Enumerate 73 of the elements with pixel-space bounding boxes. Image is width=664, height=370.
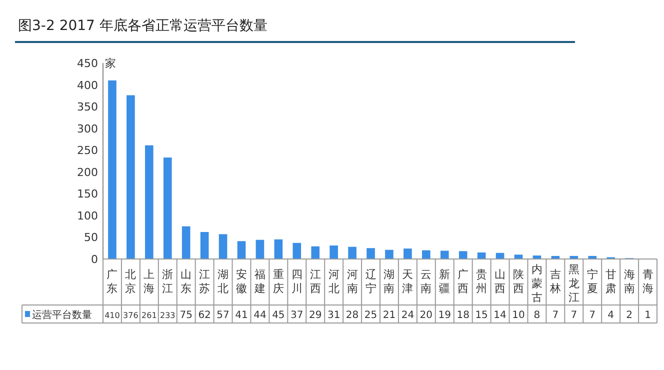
x-tick-label: 辽宁 [365, 268, 376, 295]
data-label: 41 [235, 310, 248, 321]
x-tick-label: 广东 [106, 268, 118, 295]
x-tick-label: 陕西 [513, 268, 524, 295]
data-label: 20 [420, 310, 433, 321]
y-tick-label: 150 [77, 188, 98, 201]
x-tick-label: 云南 [420, 268, 432, 295]
data-label: 4 [608, 310, 614, 321]
x-tick-label: 北京 [125, 268, 136, 295]
data-label: 10 [512, 310, 525, 321]
y-tick-label: 350 [77, 100, 98, 114]
data-label: 376 [123, 311, 138, 320]
data-label: 45 [272, 310, 285, 321]
data-label: 37 [290, 310, 304, 321]
data-label: 25 [364, 310, 378, 321]
chart-title: 图3-2 2017 年底各省正常运营平台数量 [18, 18, 268, 34]
legend-label: 运营平台数量 [32, 309, 92, 321]
y-axis-title: 家 [105, 57, 116, 70]
data-label: 18 [456, 310, 470, 321]
data-label: 44 [254, 310, 266, 321]
x-tick-label: 湖南 [384, 268, 395, 295]
x-tick-label: 海南 [624, 268, 635, 295]
data-label: 31 [327, 310, 340, 321]
x-tick-label: 山西 [494, 268, 506, 295]
y-tick-label: 300 [77, 122, 98, 136]
x-tick-label: 湖北 [218, 268, 229, 295]
data-label: 57 [216, 310, 230, 321]
x-tick-label: 江苏 [199, 268, 210, 295]
x-tick-label: 河北 [328, 268, 340, 295]
x-tick-label: 福建 [253, 268, 266, 295]
x-tick-label: 黑龙江 [568, 263, 580, 304]
x-tick-label: 青海 [642, 268, 654, 295]
y-tick-label: 50 [84, 231, 98, 244]
x-tick-label: 山东 [180, 268, 192, 295]
data-label: 29 [309, 310, 322, 321]
data-label: 261 [142, 311, 157, 320]
x-tick-label: 浙江 [162, 268, 174, 295]
x-tick-label: 上海 [144, 268, 155, 295]
x-tick-label: 天津 [402, 268, 414, 295]
data-label: 410 [104, 311, 120, 320]
y-tick-label: 100 [77, 209, 98, 222]
data-label: 24 [401, 310, 414, 321]
x-tick-label: 新疆 [439, 268, 450, 295]
data-label: 28 [346, 310, 359, 321]
data-label: 233 [160, 311, 176, 320]
data-label: 7 [589, 310, 596, 321]
data-label: 8 [534, 310, 540, 321]
data-label: 21 [382, 310, 396, 321]
x-tick-label: 甘肃 [605, 268, 616, 295]
x-tick-label: 四川 [291, 268, 302, 295]
x-tick-label: 江西 [310, 268, 321, 295]
data-label: 7 [552, 310, 559, 321]
x-tick-label: 内蒙古 [531, 263, 542, 304]
x-tick-label: 重庆 [272, 268, 284, 295]
y-tick-label: 200 [77, 166, 98, 179]
x-tick-label: 贵州 [476, 268, 488, 295]
x-tick-label: 安徽 [236, 268, 247, 295]
x-tick-label: 河南 [346, 268, 358, 295]
data-label: 75 [180, 310, 192, 321]
y-tick-label: 0 [91, 253, 98, 266]
data-label: 62 [198, 310, 211, 321]
x-tick-label: 宁夏 [586, 268, 598, 295]
data-label: 15 [475, 310, 488, 321]
data-label: 7 [570, 310, 578, 321]
data-label: 14 [494, 310, 506, 321]
y-tick-label: 400 [77, 78, 98, 92]
x-tick-label: 吉林 [548, 268, 561, 295]
data-label: 19 [438, 310, 451, 321]
data-label: 2 [626, 310, 632, 321]
y-tick-label: 250 [77, 144, 98, 158]
x-tick-label: 广西 [458, 268, 469, 295]
y-tick-label: 450 [77, 57, 98, 70]
data-label: 1 [644, 310, 651, 321]
